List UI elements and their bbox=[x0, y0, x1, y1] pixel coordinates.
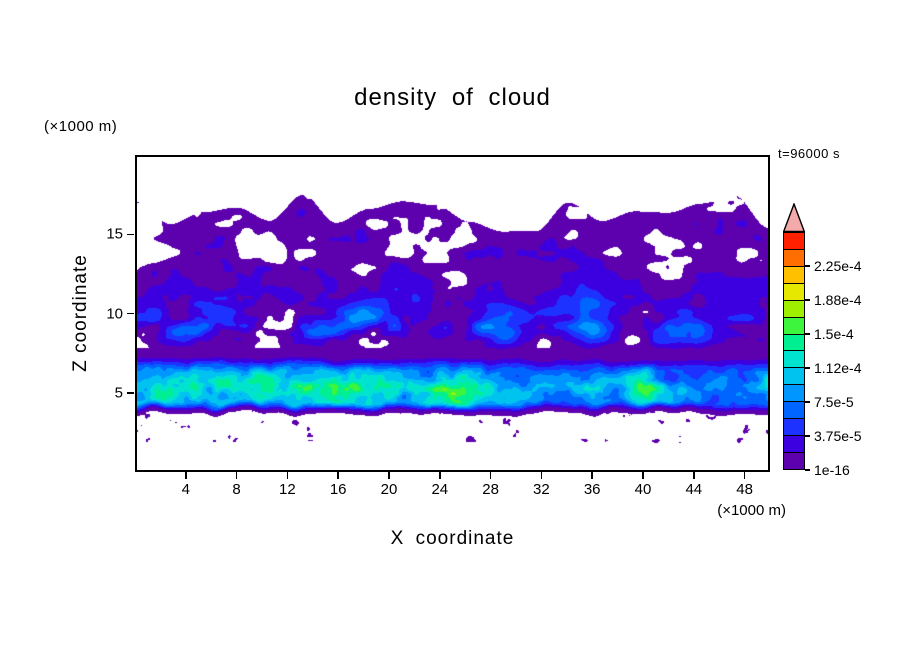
x-axis-unit-label: (×1000 m) bbox=[717, 502, 786, 519]
colorbar-cell bbox=[784, 299, 804, 317]
colorbar-tick-mark bbox=[805, 299, 810, 301]
x-tick-label: 40 bbox=[634, 481, 652, 498]
y-axis-title: Z coordinate bbox=[70, 254, 91, 372]
x-tick-label: 8 bbox=[232, 481, 241, 498]
x-tick-mark bbox=[235, 472, 238, 479]
colorbar-cell bbox=[784, 384, 804, 402]
colorbar-cell bbox=[784, 367, 804, 385]
colorbar-cell bbox=[784, 233, 804, 249]
colorbar-cell bbox=[784, 333, 804, 351]
colorbar-tick-label: 1.12e-4 bbox=[814, 360, 862, 376]
y-tick-mark bbox=[127, 392, 134, 394]
colorbar-tick-label: 2.25e-4 bbox=[814, 258, 862, 274]
x-tick-mark bbox=[185, 472, 187, 479]
x-tick-label: 20 bbox=[380, 481, 398, 498]
x-tick-mark bbox=[439, 472, 441, 479]
colorbar-cell bbox=[784, 282, 804, 300]
x-tick-mark bbox=[337, 472, 339, 479]
x-tick-label: 24 bbox=[431, 481, 449, 498]
colorbar-cell bbox=[784, 248, 804, 266]
x-tick-label: 28 bbox=[482, 481, 499, 498]
colorbar-tick-mark bbox=[805, 333, 810, 335]
colorbar-cell bbox=[784, 316, 804, 334]
x-tick-mark bbox=[540, 472, 543, 479]
x-tick-label: 12 bbox=[279, 481, 296, 498]
colorbar-cell bbox=[784, 435, 804, 452]
colorbar-bar bbox=[783, 232, 805, 470]
colorbar-tick-mark bbox=[805, 265, 810, 267]
x-tick-label: 44 bbox=[685, 481, 703, 498]
colorbar-tick-label: 1.5e-4 bbox=[814, 326, 854, 342]
plot-area bbox=[135, 155, 770, 472]
colorbar-cell bbox=[784, 451, 804, 469]
y-tick-label: 10 bbox=[106, 305, 123, 322]
x-tick-mark bbox=[388, 472, 390, 479]
x-tick-label: 4 bbox=[181, 481, 190, 498]
colorbar-cell bbox=[784, 350, 804, 368]
x-tick-mark bbox=[642, 472, 644, 479]
colorbar-tick-mark bbox=[805, 401, 810, 403]
chart-title: density of cloud bbox=[354, 84, 551, 111]
x-tick-label: 32 bbox=[533, 481, 550, 498]
x-axis-title: X coordinate bbox=[390, 528, 515, 549]
colorbar-overflow-arrow-icon bbox=[783, 203, 805, 232]
y-tick-label: 15 bbox=[106, 225, 123, 243]
x-tick-mark bbox=[693, 472, 695, 479]
colorbar-tick-label: 1.88e-4 bbox=[814, 292, 862, 308]
colorbar-tick-mark bbox=[805, 469, 810, 471]
colorbar-cell bbox=[784, 418, 804, 436]
y-tick-mark bbox=[127, 312, 134, 315]
colorbar-tick-label: 3.75e-5 bbox=[814, 428, 862, 444]
colorbar-cell bbox=[784, 265, 804, 283]
time-label: t=96000 s bbox=[778, 146, 840, 161]
x-tick-label: 36 bbox=[583, 481, 601, 498]
x-tick-mark bbox=[743, 472, 746, 479]
y-tick-mark bbox=[127, 233, 134, 235]
y-axis-unit-label: (×1000 m) bbox=[44, 118, 118, 135]
colorbar-tick-label: 1e-16 bbox=[814, 462, 850, 478]
colorbar-tick-label: 7.5e-5 bbox=[814, 394, 854, 410]
x-tick-label: 16 bbox=[329, 481, 347, 498]
x-tick-label: 48 bbox=[736, 481, 753, 498]
y-tick-label: 5 bbox=[114, 384, 123, 402]
x-tick-mark bbox=[286, 472, 289, 479]
colorbar-tick-mark bbox=[805, 367, 810, 369]
colorbar-cell bbox=[784, 401, 804, 419]
colorbar-tick-mark bbox=[805, 435, 810, 437]
plot-canvas bbox=[137, 157, 768, 470]
x-tick-mark bbox=[591, 472, 593, 479]
x-tick-mark bbox=[489, 472, 492, 479]
